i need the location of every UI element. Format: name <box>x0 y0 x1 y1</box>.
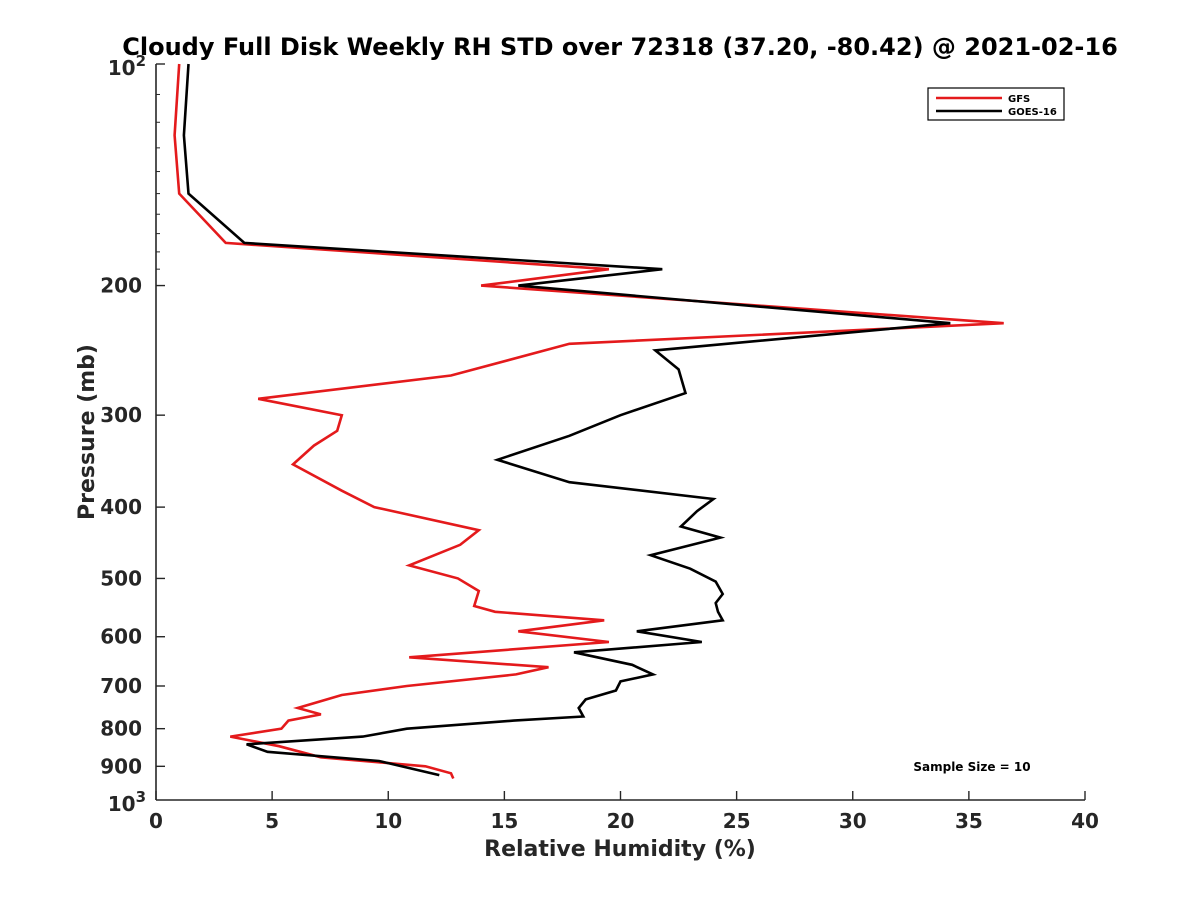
plot-area: 0 5 10 15 20 25 30 35 40 200 300 400 500 600 700 800 90… <box>100 52 1099 833</box>
series-line-gfs <box>173 63 1004 780</box>
y-tick-label: 600 <box>100 625 142 649</box>
legend: GFS GOES-16 <box>927 87 1065 121</box>
y-tick-label: 700 <box>100 674 142 698</box>
legend-label-goes16: GOES-16 <box>1008 107 1057 118</box>
x-ticks: 0 5 10 15 20 25 30 35 40 <box>149 791 1099 833</box>
y-tick-label: 400 <box>100 495 142 519</box>
y-tick-label-bottom: 103 <box>108 788 146 816</box>
x-tick-label: 10 <box>374 809 402 833</box>
y-tick-label: 300 <box>100 403 142 427</box>
series-line-goes16 <box>182 63 951 777</box>
x-tick-label: 5 <box>265 809 279 833</box>
x-tick-label: 15 <box>490 809 518 833</box>
sample-size-annotation: Sample Size = 10 <box>913 760 1030 774</box>
y-ticks: 200 300 400 500 600 700 800 900 102 103 <box>100 52 165 816</box>
chart-title: Cloudy Full Disk Weekly RH STD over 7231… <box>122 33 1118 61</box>
y-axis-label: Pressure (mb) <box>75 344 100 520</box>
x-tick-label: 20 <box>607 809 635 833</box>
y-tick-label: 200 <box>100 274 142 298</box>
series-lines <box>173 63 1004 780</box>
x-tick-label: 35 <box>955 809 983 833</box>
x-tick-label: 30 <box>839 809 867 833</box>
x-tick-label: 25 <box>723 809 751 833</box>
y-tick-label-top: 102 <box>108 52 146 80</box>
y-tick-label: 900 <box>100 754 142 778</box>
legend-label-gfs: GFS <box>1008 94 1030 105</box>
legend-box <box>927 87 1065 121</box>
x-tick-label: 40 <box>1071 809 1099 833</box>
x-tick-label: 0 <box>149 809 163 833</box>
y-tick-label: 800 <box>100 717 142 741</box>
x-axis-label: Relative Humidity (%) <box>484 837 756 862</box>
y-tick-label: 500 <box>100 566 142 590</box>
